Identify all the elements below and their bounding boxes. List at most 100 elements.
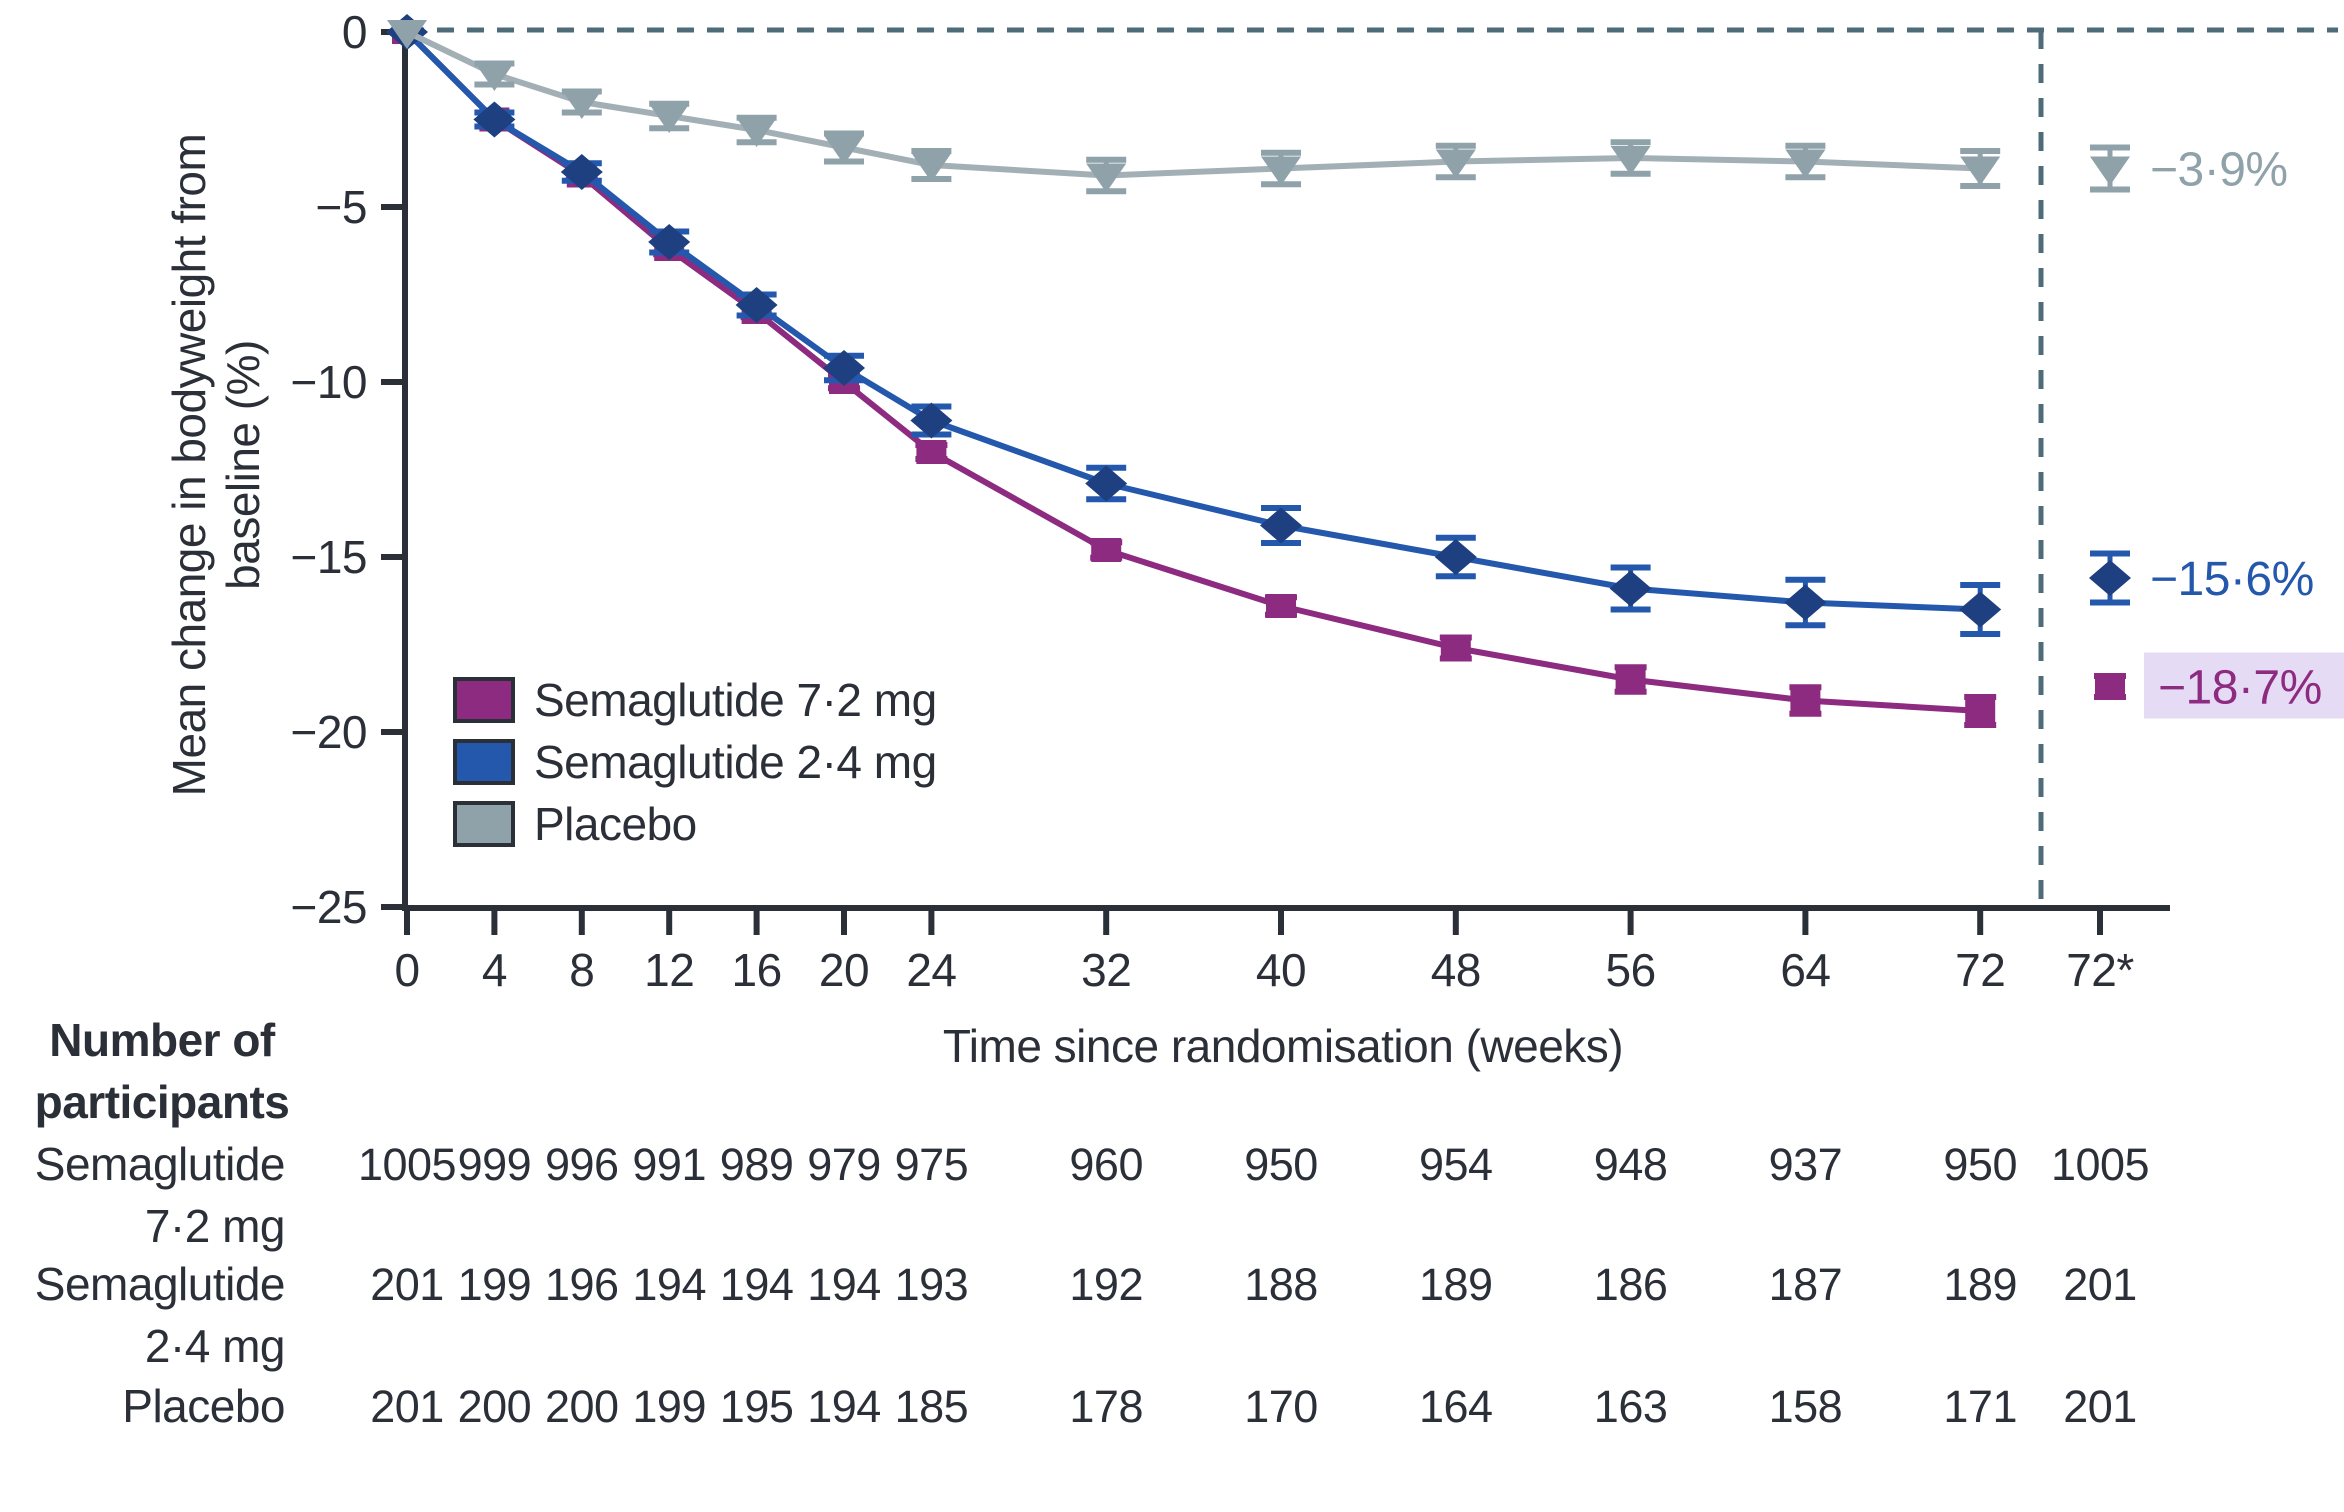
participants-count: 201 xyxy=(2063,1259,2137,1310)
data-point-marker-semaglutide-2-4-mg xyxy=(648,224,691,260)
participants-count: 989 xyxy=(720,1139,794,1190)
data-point-marker-semaglutide-7-2-mg xyxy=(1615,667,1646,692)
x-tick-label: 72 xyxy=(1955,944,2005,996)
data-point-marker-placebo xyxy=(824,135,864,165)
participants-count: 201 xyxy=(2063,1381,2137,1432)
table-row-label: Semaglutide xyxy=(35,1138,285,1190)
data-point-marker-semaglutide-2-4-mg xyxy=(1959,591,2002,628)
series-line-semaglutide-2-4-mg xyxy=(404,29,1981,613)
x-tick-label: 12 xyxy=(644,944,694,996)
participants-count: 189 xyxy=(1419,1259,1493,1310)
participants-count: 178 xyxy=(1069,1381,1143,1432)
x-tick-label: 32 xyxy=(1081,944,1131,996)
participants-count: 194 xyxy=(632,1259,706,1310)
participants-count: 194 xyxy=(807,1381,881,1432)
x-tick-label: 8 xyxy=(569,944,594,996)
data-point-marker-semaglutide-7-2-mg xyxy=(1790,688,1821,713)
data-point-marker-semaglutide-2-4-mg xyxy=(1434,539,1477,575)
data-point-marker-semaglutide-7-2-mg xyxy=(1091,538,1122,562)
y-tick-label: −25 xyxy=(290,881,367,933)
participants-count: 950 xyxy=(1943,1139,2017,1190)
series-line-placebo xyxy=(405,29,1981,179)
x-tick-label: 48 xyxy=(1431,944,1481,996)
data-point-marker-semaglutide-7-2-mg xyxy=(1440,636,1471,660)
legend-label-3: Placebo xyxy=(534,798,697,850)
participants-count: 201 xyxy=(370,1259,444,1310)
table-row-label: 2·4 mg xyxy=(145,1320,285,1372)
data-point-marker-semaglutide-2-4-mg xyxy=(560,154,603,190)
legend-swatch-2 xyxy=(453,739,515,785)
y-tick-label: −15 xyxy=(290,531,367,583)
participants-table: Number of participants Semaglutide 7·2 mg 10… xyxy=(35,1014,2150,1432)
participants-count: 195 xyxy=(720,1381,794,1432)
endpoint-marker-placebo xyxy=(2090,156,2130,186)
endpoint-label-semaglutide-2-4-mg: −15·6% xyxy=(2150,553,2314,606)
data-point-marker-placebo xyxy=(736,118,777,147)
participants-count: 948 xyxy=(1594,1139,1668,1190)
data-point-marker-placebo xyxy=(1086,163,1127,193)
x-tick-label: 4 xyxy=(482,944,507,996)
endpoint-marker-semaglutide-2-4-mg xyxy=(2089,560,2131,596)
table-row-label: 7·2 mg xyxy=(145,1200,285,1252)
x-tick-label: 16 xyxy=(732,944,782,996)
data-point-marker-semaglutide-7-2-mg xyxy=(1965,699,1996,723)
legend-label-1: Semaglutide 7·2 mg xyxy=(534,674,937,726)
participants-count: 996 xyxy=(545,1139,619,1190)
x-axis-title: Time since randomisation (weeks) xyxy=(943,1020,1623,1072)
participants-count: 194 xyxy=(807,1259,881,1310)
participants-count: 960 xyxy=(1069,1139,1143,1190)
endpoint-marker-semaglutide-7-2-mg xyxy=(2095,674,2125,699)
data-point-marker-placebo xyxy=(474,62,515,91)
series-line-semaglutide-7-2-mg xyxy=(404,29,1981,714)
data-point-marker-placebo xyxy=(1435,149,1476,179)
data-point-marker-placebo xyxy=(1960,156,2001,186)
participants-count: 991 xyxy=(632,1139,706,1190)
participants-count: 193 xyxy=(895,1259,969,1310)
participants-count: 975 xyxy=(895,1139,969,1190)
data-point-marker-placebo xyxy=(561,90,602,119)
data-point-marker-placebo xyxy=(387,20,427,49)
y-axis-title-line2: baseline (%) xyxy=(217,340,269,590)
legend-swatch-1 xyxy=(453,677,515,723)
table-header-line2: participants xyxy=(35,1076,290,1128)
participants-count: 200 xyxy=(458,1381,532,1432)
y-axis-title-line1: Mean change in bodyweight from xyxy=(163,134,215,797)
participants-count: 937 xyxy=(1769,1139,1843,1190)
legend: Semaglutide 7·2 mg Semaglutide 2·4 mg Plac… xyxy=(453,674,937,850)
x-tick-label: 20 xyxy=(819,944,869,996)
participants-count: 188 xyxy=(1244,1259,1318,1310)
participants-count: 163 xyxy=(1594,1381,1668,1432)
participants-count: 186 xyxy=(1594,1259,1668,1310)
y-tick-label: −10 xyxy=(290,356,367,408)
participants-count: 201 xyxy=(370,1381,444,1432)
data-point-marker-semaglutide-7-2-mg xyxy=(916,440,947,464)
participants-count: 185 xyxy=(895,1381,969,1432)
participants-count: 194 xyxy=(720,1259,794,1310)
participants-count: 954 xyxy=(1419,1139,1493,1190)
x-tick-label: 64 xyxy=(1780,944,1830,996)
participants-count: 1005 xyxy=(2051,1139,2149,1190)
table-header-line1: Number of xyxy=(49,1014,276,1066)
x-tick-label: 56 xyxy=(1606,944,1656,996)
x-tick-label: 0 xyxy=(394,944,419,996)
data-point-marker-semaglutide-2-4-mg xyxy=(910,402,953,439)
y-tick-label: −5 xyxy=(316,181,367,233)
data-point-marker-semaglutide-2-4-mg xyxy=(473,101,516,138)
data-point-marker-semaglutide-2-4-mg xyxy=(735,287,778,323)
participants-count: 164 xyxy=(1419,1381,1493,1432)
x-tick-label-72star: 72* xyxy=(2066,944,2134,996)
participants-count: 1005 xyxy=(358,1139,456,1190)
data-point-marker-placebo xyxy=(649,104,690,133)
participants-count: 199 xyxy=(632,1381,706,1432)
data-point-marker-semaglutide-2-4-mg xyxy=(1609,570,1652,607)
data-point-marker-placebo xyxy=(1610,146,1651,175)
data-point-marker-semaglutide-2-4-mg xyxy=(823,350,865,386)
x-tick-label: 40 xyxy=(1256,944,1306,996)
legend-label-2: Semaglutide 2·4 mg xyxy=(534,736,937,788)
participants-count: 189 xyxy=(1943,1259,2017,1310)
participants-count: 979 xyxy=(807,1139,881,1190)
table-row-label: Semaglutide xyxy=(35,1258,285,1310)
endpoint-label-placebo: −3·9% xyxy=(2150,144,2288,197)
participants-count: 187 xyxy=(1769,1259,1843,1310)
